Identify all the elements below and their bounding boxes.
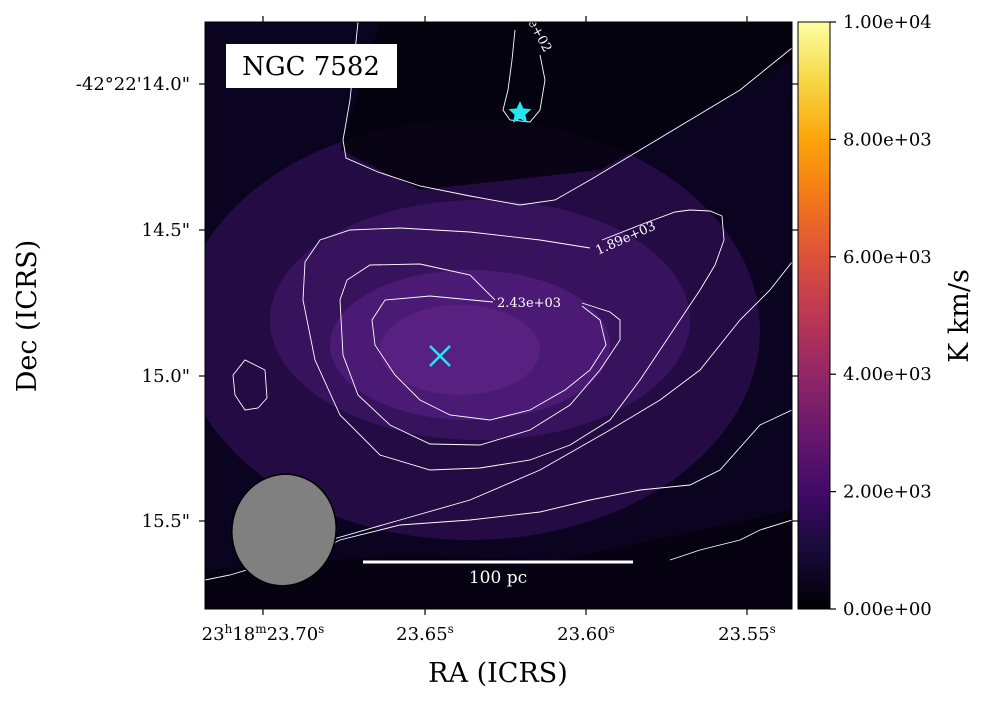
y-tick-label-3: 15.5" — [142, 511, 190, 532]
title-box — [226, 44, 397, 88]
colorbar — [797, 21, 831, 610]
contour-2430 — [371, 295, 607, 421]
x-ticks — [262, 16, 748, 615]
plot-frame — [204, 21, 793, 610]
scale-bar-label: 100 pc — [469, 568, 527, 588]
colorbar-tick-label-0: 0.00e+00 — [843, 599, 932, 620]
contour-left-island — [232, 359, 268, 411]
y-axis-label: Dec (ICRS) — [12, 240, 43, 393]
y-tick-label-1: 14.5" — [142, 220, 190, 241]
colorbar-tick-label-4: 8.00e+03 — [843, 129, 932, 150]
chart-title: NGC 7582 — [242, 52, 380, 82]
colorbar-tick-label-2: 4.00e+03 — [843, 364, 932, 385]
contour-1890 — [302, 209, 725, 471]
beam-ellipse — [231, 473, 337, 587]
colorbar-ticks: 0.00e+00 2.00e+03 4.00e+03 6.00e+03 8.00e+03… — [830, 12, 932, 620]
y-tick-label-0: -42°22'14.0" — [76, 74, 190, 95]
contours — [205, 22, 792, 581]
y-tick-labels: -42°22'14.0" 14.5" 15.0" 15.5" — [76, 74, 190, 532]
heatmap-dark-top — [340, 22, 792, 190]
x-tick-label-1: 23.65s — [396, 622, 454, 645]
heatmap-image: 1.89e+03 2.43e+03 e+02 100 pc NGC 7582 — [205, 22, 792, 609]
colorbar-tick-label-5: 1.00e+04 — [843, 12, 932, 33]
contour-2430-outer — [339, 263, 621, 446]
colorbar-tick-label-1: 2.00e+03 — [843, 482, 932, 503]
contour-label-2430: 2.43e+03 — [497, 296, 561, 311]
heatmap-dark-floor — [205, 510, 792, 609]
x-tick-labels: 23h18m23.70s 23.65s 23.60s 23.55s — [202, 622, 776, 645]
contour-top-peak — [502, 29, 546, 123]
x-tick-label-0: 23h18m23.70s — [202, 622, 325, 645]
contour-lower — [299, 409, 792, 561]
y-ticks — [199, 83, 798, 522]
heatmap-peak — [380, 305, 540, 395]
x-tick-label-3: 23.55s — [718, 622, 776, 645]
contour-bottom-right — [669, 519, 792, 561]
star-marker — [508, 101, 532, 123]
y-tick-label-2: 15.0" — [142, 366, 190, 387]
x-tick-label-2: 23.60s — [557, 622, 615, 645]
x-axis-label: RA (ICRS) — [428, 658, 568, 689]
contour-outer-top — [342, 22, 792, 206]
cross-marker — [429, 345, 451, 367]
colorbar-label: K km/s — [944, 269, 975, 363]
colorbar-tick-label-3: 6.00e+03 — [843, 247, 932, 268]
